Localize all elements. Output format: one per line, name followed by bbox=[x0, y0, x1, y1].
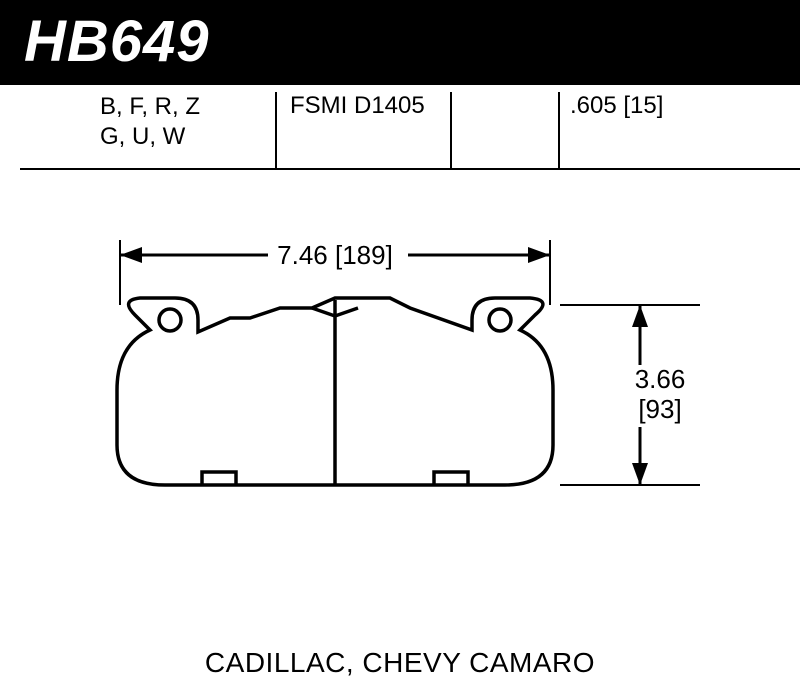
compound-codes: B, F, R, Z G, U, W bbox=[100, 92, 200, 152]
header-rule bbox=[20, 168, 800, 170]
codes-line-2: G, U, W bbox=[100, 122, 200, 152]
spec-row: B, F, R, Z G, U, W FSMI D1405 .605 [15] bbox=[0, 92, 800, 172]
thickness-inches: .605 bbox=[570, 92, 617, 119]
height-mm: [93] bbox=[638, 394, 681, 424]
fsmi-code: FSMI D1405 bbox=[290, 92, 425, 120]
thickness: .605 [15] bbox=[570, 92, 663, 120]
separator-1 bbox=[275, 92, 277, 168]
part-number: HB649 bbox=[24, 9, 210, 74]
brake-pad-outline bbox=[117, 298, 553, 485]
width-inches: 7.46 bbox=[277, 240, 328, 270]
separator-3 bbox=[558, 92, 560, 168]
height-inches: 3.66 bbox=[635, 364, 686, 394]
fitment-label: CADILLAC, CHEVY CAMARO bbox=[0, 647, 800, 679]
width-dimension: 7.46 [189] bbox=[120, 240, 550, 305]
codes-line-1: B, F, R, Z bbox=[100, 92, 200, 122]
brake-pad-diagram: 7.46 [189] bbox=[0, 200, 800, 630]
pad-svg: 7.46 [189] bbox=[0, 200, 800, 630]
separator-2 bbox=[450, 92, 452, 168]
height-dimension: 3.66 [93] bbox=[560, 305, 700, 485]
svg-text:7.46 [189]: 7.46 [189] bbox=[277, 240, 393, 270]
thickness-mm: [15] bbox=[623, 92, 663, 119]
width-mm: [189] bbox=[335, 240, 393, 270]
part-number-header: HB649 bbox=[0, 0, 800, 85]
